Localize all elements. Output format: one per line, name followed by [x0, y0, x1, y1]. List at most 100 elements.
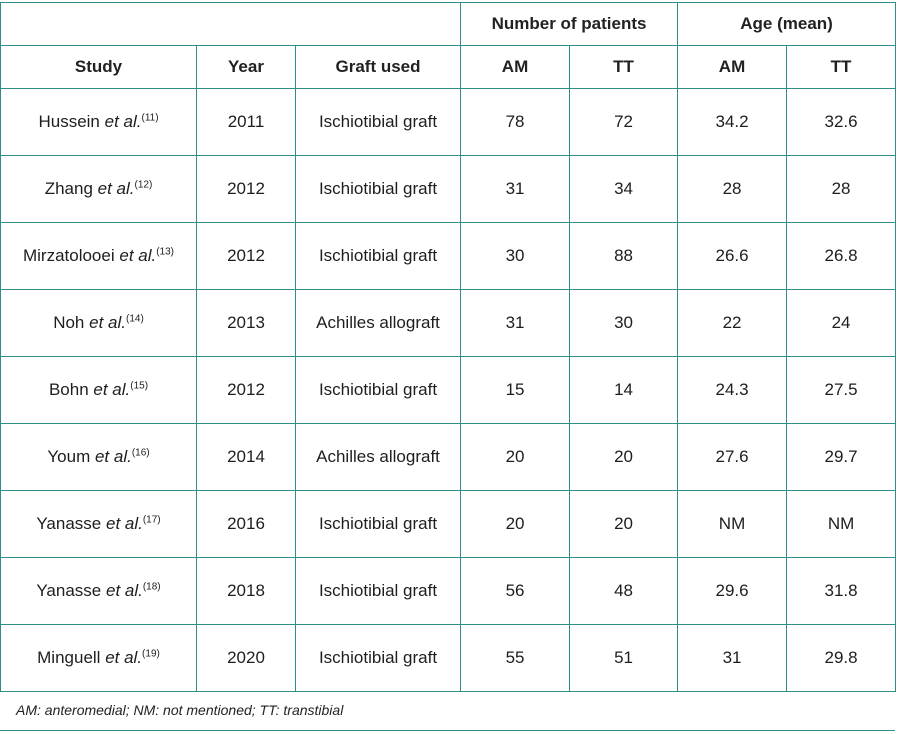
patients-am-cell: 56	[460, 557, 571, 625]
study-cell: Yanasse et al.(18)	[0, 557, 197, 625]
age-am-cell: NM	[677, 490, 788, 558]
graft-cell: Ischiotibial graft	[294, 490, 462, 558]
patients-am-cell: 20	[460, 490, 571, 558]
patients-am-cell: 31	[460, 289, 571, 357]
study-author: Youm	[47, 447, 91, 466]
patients-tt-cell: 51	[569, 624, 679, 692]
year-cell: 2012	[196, 222, 296, 290]
study-author: Minguell	[37, 648, 101, 667]
header-blank-cell	[0, 2, 462, 46]
year-cell: 2012	[196, 356, 296, 424]
study-reference: (19)	[142, 648, 160, 660]
year-cell: 2016	[196, 490, 296, 558]
table-row: Minguell et al.(19) 2020 Ischiotibial graf…	[0, 624, 897, 692]
patients-am-cell: 31	[460, 155, 571, 223]
study-author: Mirzatolooei	[22, 246, 115, 265]
age-tt-cell: 29.8	[786, 624, 897, 692]
age-am-cell: 26.6	[677, 222, 788, 290]
study-reference: (18)	[142, 581, 161, 593]
study-etal: et al.	[105, 648, 143, 667]
table-row: Yanasse et al.(17) 2016 Ischiotibial graft…	[0, 490, 897, 558]
year-cell: 2020	[196, 624, 296, 692]
graft-cell: Ischiotibial graft	[294, 624, 462, 692]
study-cell: Hussein et al.(11)	[0, 88, 197, 156]
graft-cell: Ischiotibial graft	[294, 222, 462, 290]
patients-tt-cell: 20	[569, 423, 679, 491]
study-author: Noh	[53, 313, 85, 332]
header-patients-tt: TT	[569, 45, 679, 89]
age-am-cell: 24.3	[677, 356, 788, 424]
study-cell: Bohn et al.(15)	[0, 356, 197, 424]
patients-tt-cell: 48	[569, 557, 679, 625]
year-cell: 2013	[196, 289, 296, 357]
study-reference: (16)	[131, 447, 150, 459]
study-author: Yanasse	[36, 514, 102, 533]
patients-tt-cell: 88	[569, 222, 679, 290]
age-am-cell: 29.6	[677, 557, 788, 625]
study-etal: et al.	[89, 313, 126, 332]
study-reference: (14)	[125, 313, 144, 325]
bottom-rule	[0, 730, 895, 731]
study-reference: (17)	[142, 514, 161, 526]
study-cell: Noh et al.(14)	[0, 289, 197, 357]
table-row: Bohn et al.(15) 2012 Ischiotibial graft 15 1…	[0, 356, 897, 424]
graft-cell: Achilles allograft	[294, 423, 462, 491]
patients-tt-cell: 30	[569, 289, 679, 357]
header-age-am: AM	[677, 45, 788, 89]
study-cell: Mirzatolooei et al.(13)	[0, 222, 197, 290]
studies-table: Number of patients Age (mean) Study Year…	[0, 2, 897, 692]
age-tt-cell: 26.8	[786, 222, 897, 290]
header-age-tt: TT	[786, 45, 897, 89]
header-study: Study	[0, 45, 197, 89]
patients-tt-cell: 72	[569, 88, 679, 156]
table-row: Mirzatolooei et al.(13) 2012 Ischiotibial …	[0, 222, 897, 290]
graft-cell: Ischiotibial graft	[294, 155, 462, 223]
table-footnote: AM: anteromedial; NM: not mentioned; TT:…	[16, 702, 344, 718]
study-reference: (13)	[156, 246, 175, 258]
year-cell: 2014	[196, 423, 296, 491]
study-etal: et al.	[105, 581, 143, 600]
study-author: Yanasse	[36, 581, 102, 600]
study-etal: et al.	[119, 246, 157, 265]
age-am-cell: 27.6	[677, 423, 788, 491]
study-etal: et al.	[94, 447, 132, 466]
study-cell: Zhang et al.(12)	[0, 155, 197, 223]
header-age-group: Age (mean)	[677, 2, 897, 46]
study-reference: (12)	[134, 179, 153, 191]
age-tt-cell: 27.5	[786, 356, 897, 424]
study-reference: (11)	[141, 112, 159, 124]
patients-am-cell: 55	[460, 624, 571, 692]
header-row-groups: Number of patients Age (mean)	[0, 2, 897, 46]
header-graft: Graft used	[294, 45, 462, 89]
study-author: Bohn	[48, 380, 89, 399]
patients-am-cell: 30	[460, 222, 571, 290]
table-row: Zhang et al.(12) 2012 Ischiotibial graft 31…	[0, 155, 897, 223]
table-row: Noh et al.(14) 2013 Achilles allograft 31 30…	[0, 289, 897, 357]
study-cell: Youm et al.(16)	[0, 423, 197, 491]
study-cell: Yanasse et al.(17)	[0, 490, 197, 558]
patients-tt-cell: 20	[569, 490, 679, 558]
age-tt-cell: 32.6	[786, 88, 897, 156]
patients-am-cell: 20	[460, 423, 571, 491]
year-cell: 2012	[196, 155, 296, 223]
study-etal: et al.	[97, 179, 135, 198]
study-cell: Minguell et al.(19)	[0, 624, 197, 692]
patients-tt-cell: 34	[569, 155, 679, 223]
header-row-columns: Study Year Graft used AM TT AM TT	[0, 45, 897, 89]
year-cell: 2011	[196, 88, 296, 156]
graft-cell: Ischiotibial graft	[294, 557, 462, 625]
age-tt-cell: 31.8	[786, 557, 897, 625]
study-author: Hussein	[38, 112, 100, 131]
study-etal: et al.	[93, 380, 131, 399]
table-row: Youm et al.(16) 2014 Achilles allograft 20 2…	[0, 423, 897, 491]
age-tt-cell: 29.7	[786, 423, 897, 491]
header-patients-group: Number of patients	[460, 2, 679, 46]
age-tt-cell: 24	[786, 289, 897, 357]
graft-cell: Achilles allograft	[294, 289, 462, 357]
age-am-cell: 22	[677, 289, 788, 357]
header-year: Year	[196, 45, 296, 89]
age-am-cell: 31	[677, 624, 788, 692]
study-author: Zhang	[44, 179, 93, 198]
study-reference: (15)	[130, 380, 149, 392]
